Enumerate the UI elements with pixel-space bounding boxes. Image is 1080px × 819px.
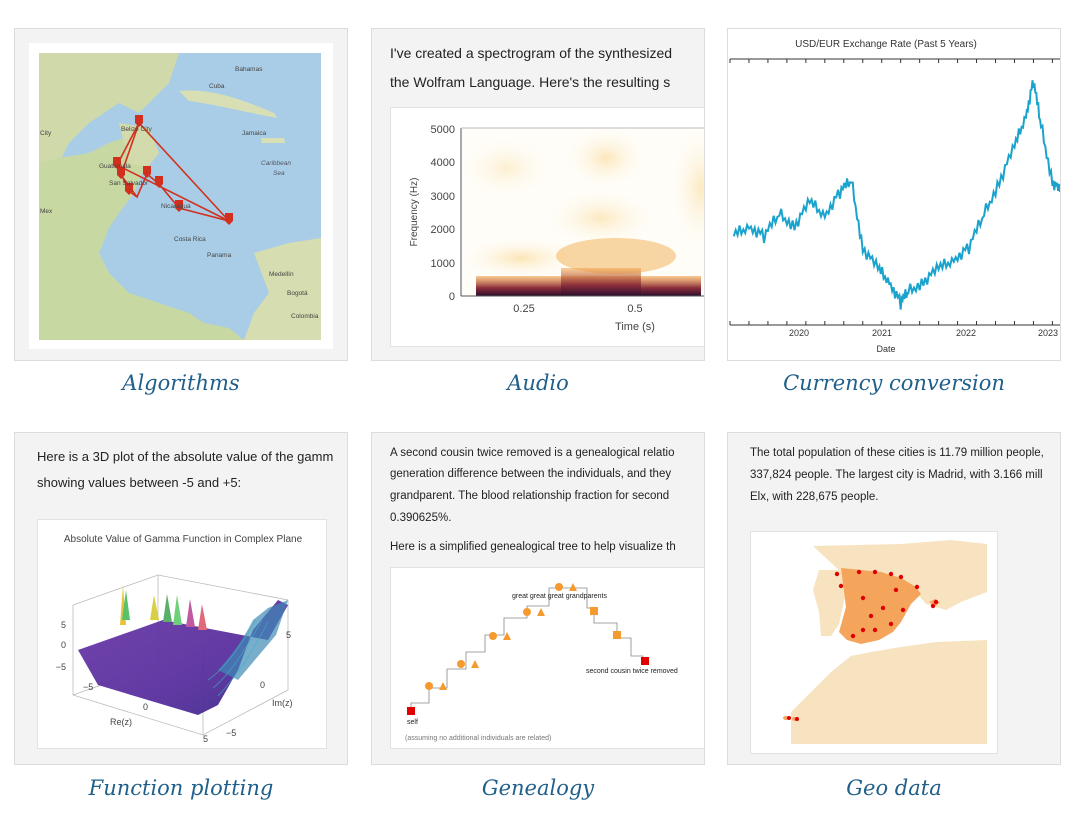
spain-map-panel [750, 531, 998, 754]
svg-text:Nicaragua: Nicaragua [161, 203, 191, 210]
audio-text-line-1: I've created a spectrogram of the synthe… [390, 45, 673, 61]
card-algorithms[interactable]: Bahamas Cuba Jamaica Caribbean Sea Beliz… [14, 28, 348, 361]
caption-currency[interactable]: Currency conversion [783, 371, 1005, 395]
y-tick-2000: 2000 [431, 224, 455, 236]
plot-title: Absolute Value of Gamma Function in Comp… [64, 534, 303, 545]
svg-text:Caribbean: Caribbean [261, 160, 291, 167]
card-function-plotting[interactable]: Here is a 3D plot of the absolute value … [14, 432, 348, 765]
svg-text:−5: −5 [56, 662, 66, 672]
genealogy-text-line-4: 0.390625%. [390, 512, 452, 524]
genealogy-text-line-5: Here is a simplified genealogical tree t… [390, 541, 676, 553]
top-ancestors-label: great great great grandparents [512, 593, 607, 600]
geo-text-line-3: Elx, with 228,675 people. [750, 491, 879, 503]
map-panel: Bahamas Cuba Jamaica Caribbean Sea Beliz… [29, 43, 333, 349]
genealogy-tree: great great great grandparents self seco… [405, 583, 678, 742]
card-currency[interactable]: USD/EUR Exchange Rate (Past 5 Years) 202… [727, 28, 1061, 361]
x-tick-025: 0.25 [513, 303, 534, 315]
svg-text:−5: −5 [226, 728, 236, 738]
svg-text:Panama: Panama [207, 252, 232, 259]
caption-audio[interactable]: Audio [507, 371, 569, 395]
currency-chart: USD/EUR Exchange Rate (Past 5 Years) 202… [729, 39, 1060, 354]
svg-text:−5: −5 [83, 682, 93, 692]
geo-text-line-1: The total population of these cities is … [750, 447, 1044, 459]
genealogy-text-line-2: generation difference between the indivi… [390, 468, 672, 480]
svg-text:Sea: Sea [273, 170, 285, 177]
card-audio[interactable]: I've created a spectrogram of the synthe… [371, 28, 705, 361]
svg-text:Bogotá: Bogotá [287, 290, 308, 297]
svg-text:5: 5 [203, 734, 208, 744]
svg-text:Re(z): Re(z) [110, 717, 132, 727]
genealogy-text-line-1: A second cousin twice removed is a genea… [390, 447, 675, 459]
tree-note: (assuming no additional individuals are … [405, 735, 551, 742]
svg-text:City: City [40, 130, 52, 137]
svg-text:Costa Rica: Costa Rica [174, 236, 206, 243]
svg-text:0: 0 [61, 640, 66, 650]
svg-text:Jamaica: Jamaica [242, 130, 267, 137]
svg-text:Medellín: Medellín [269, 271, 294, 278]
geo-text-line-2: 337,824 people. The largest city is Madr… [750, 469, 1043, 481]
self-label: self [407, 719, 418, 726]
x-tick-2023: 2023 [1038, 328, 1058, 338]
gamma-plot: Absolute Value of Gamma Function in Comp… [56, 534, 303, 744]
target-label: second cousin twice removed [586, 668, 678, 675]
caption-genealogy[interactable]: Genealogy [481, 776, 595, 800]
svg-text:Belize City: Belize City [121, 126, 152, 133]
spain-map [763, 540, 987, 744]
card-geo-data[interactable]: The total population of these cities is … [727, 432, 1061, 765]
svg-text:San Salvador: San Salvador [109, 180, 149, 187]
y-tick-5000: 5000 [431, 124, 455, 136]
y-tick-1000: 1000 [431, 258, 455, 270]
audio-text-line-2: the Wolfram Language. Here's the resulti… [390, 74, 671, 90]
chart-title: USD/EUR Exchange Rate (Past 5 Years) [795, 39, 977, 50]
function-text-line-2: showing values between -5 and +5: [37, 475, 242, 490]
svg-text:0: 0 [260, 680, 265, 690]
caption-algorithms[interactable]: Algorithms [122, 371, 240, 395]
genealogy-text-line-3: grandparent. The blood relationship frac… [390, 490, 670, 502]
x-tick-2022: 2022 [956, 328, 976, 338]
x-tick-05: 0.5 [627, 303, 642, 315]
genealogy-tree-panel: great great great grandparents self seco… [390, 567, 704, 749]
city-dots [787, 569, 939, 721]
svg-text:Bahamas: Bahamas [235, 66, 263, 73]
spain-shape [839, 568, 921, 644]
central-america-map: Bahamas Cuba Jamaica Caribbean Sea Beliz… [29, 43, 333, 349]
x-axis-label: Date [876, 344, 895, 354]
y-tick-0: 0 [449, 291, 455, 303]
spectrogram-panel: 0 1000 2000 3000 4000 5000 0.25 0.5 Time… [390, 107, 704, 347]
svg-text:0: 0 [143, 702, 148, 712]
spectrogram-chart: 0 1000 2000 3000 4000 5000 0.25 0.5 Time… [409, 124, 704, 333]
svg-text:Colombia: Colombia [291, 313, 319, 320]
y-tick-4000: 4000 [431, 157, 455, 169]
y-tick-3000: 3000 [431, 191, 455, 203]
gamma-plot-panel: Absolute Value of Gamma Function in Comp… [37, 519, 327, 749]
card-genealogy[interactable]: A second cousin twice removed is a genea… [371, 432, 705, 765]
svg-text:Guatemala: Guatemala [99, 163, 131, 170]
svg-text:5: 5 [61, 620, 66, 630]
x-tick-2021: 2021 [872, 328, 892, 338]
svg-text:Mex: Mex [40, 208, 53, 215]
caption-geo-data[interactable]: Geo data [846, 776, 942, 800]
x-tick-2020: 2020 [789, 328, 809, 338]
svg-text:5: 5 [286, 630, 291, 640]
svg-text:Cuba: Cuba [209, 83, 225, 90]
x-axis-label: Time (s) [615, 321, 655, 333]
function-text-line-1: Here is a 3D plot of the absolute value … [37, 449, 334, 464]
route-markers [113, 115, 233, 225]
caption-function-plotting[interactable]: Function plotting [88, 776, 274, 800]
y-axis-label: Frequency (Hz) [409, 178, 420, 247]
svg-text:Im(z): Im(z) [272, 698, 293, 708]
